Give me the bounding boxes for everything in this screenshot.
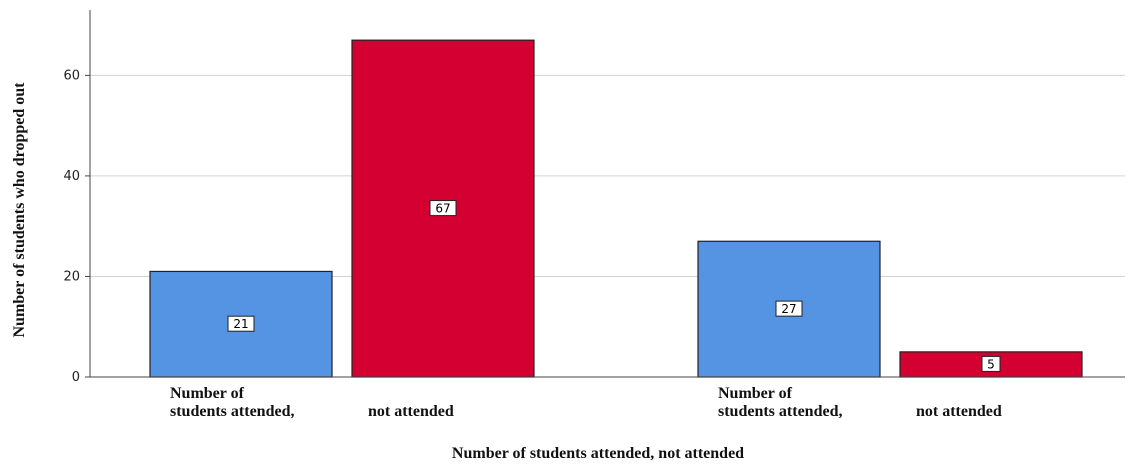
category-label-right: not attended [916,403,1002,420]
y-tick-label: 40 [63,169,80,184]
bars: 21 67 27 5 [149,39,1083,378]
category-label-line: Number of [170,385,245,402]
x-axis-title: Number of students attended, not attende… [452,445,744,462]
y-tick-labels: 0 20 40 60 [63,68,90,385]
category-label-line: Number of [718,385,793,402]
category-label-line: students attended, [170,403,294,420]
y-tick-label: 0 [72,370,80,385]
data-label: 27 [781,302,796,316]
category-label-right: not attended [368,403,454,420]
data-label-box [227,315,255,332]
gridlines [90,74,1125,277]
data-label-box [775,300,803,317]
axes [89,10,1125,378]
data-label: 5 [987,357,995,371]
data-label-box [429,200,457,217]
y-axis-title: Number of students who dropped out [11,82,28,338]
data-label-box [981,355,1001,372]
data-label: 67 [435,202,450,216]
y-tick-label: 60 [63,68,80,83]
category-label-line: students attended, [718,403,842,420]
y-tick-label: 20 [63,269,80,284]
data-label: 21 [233,317,248,331]
